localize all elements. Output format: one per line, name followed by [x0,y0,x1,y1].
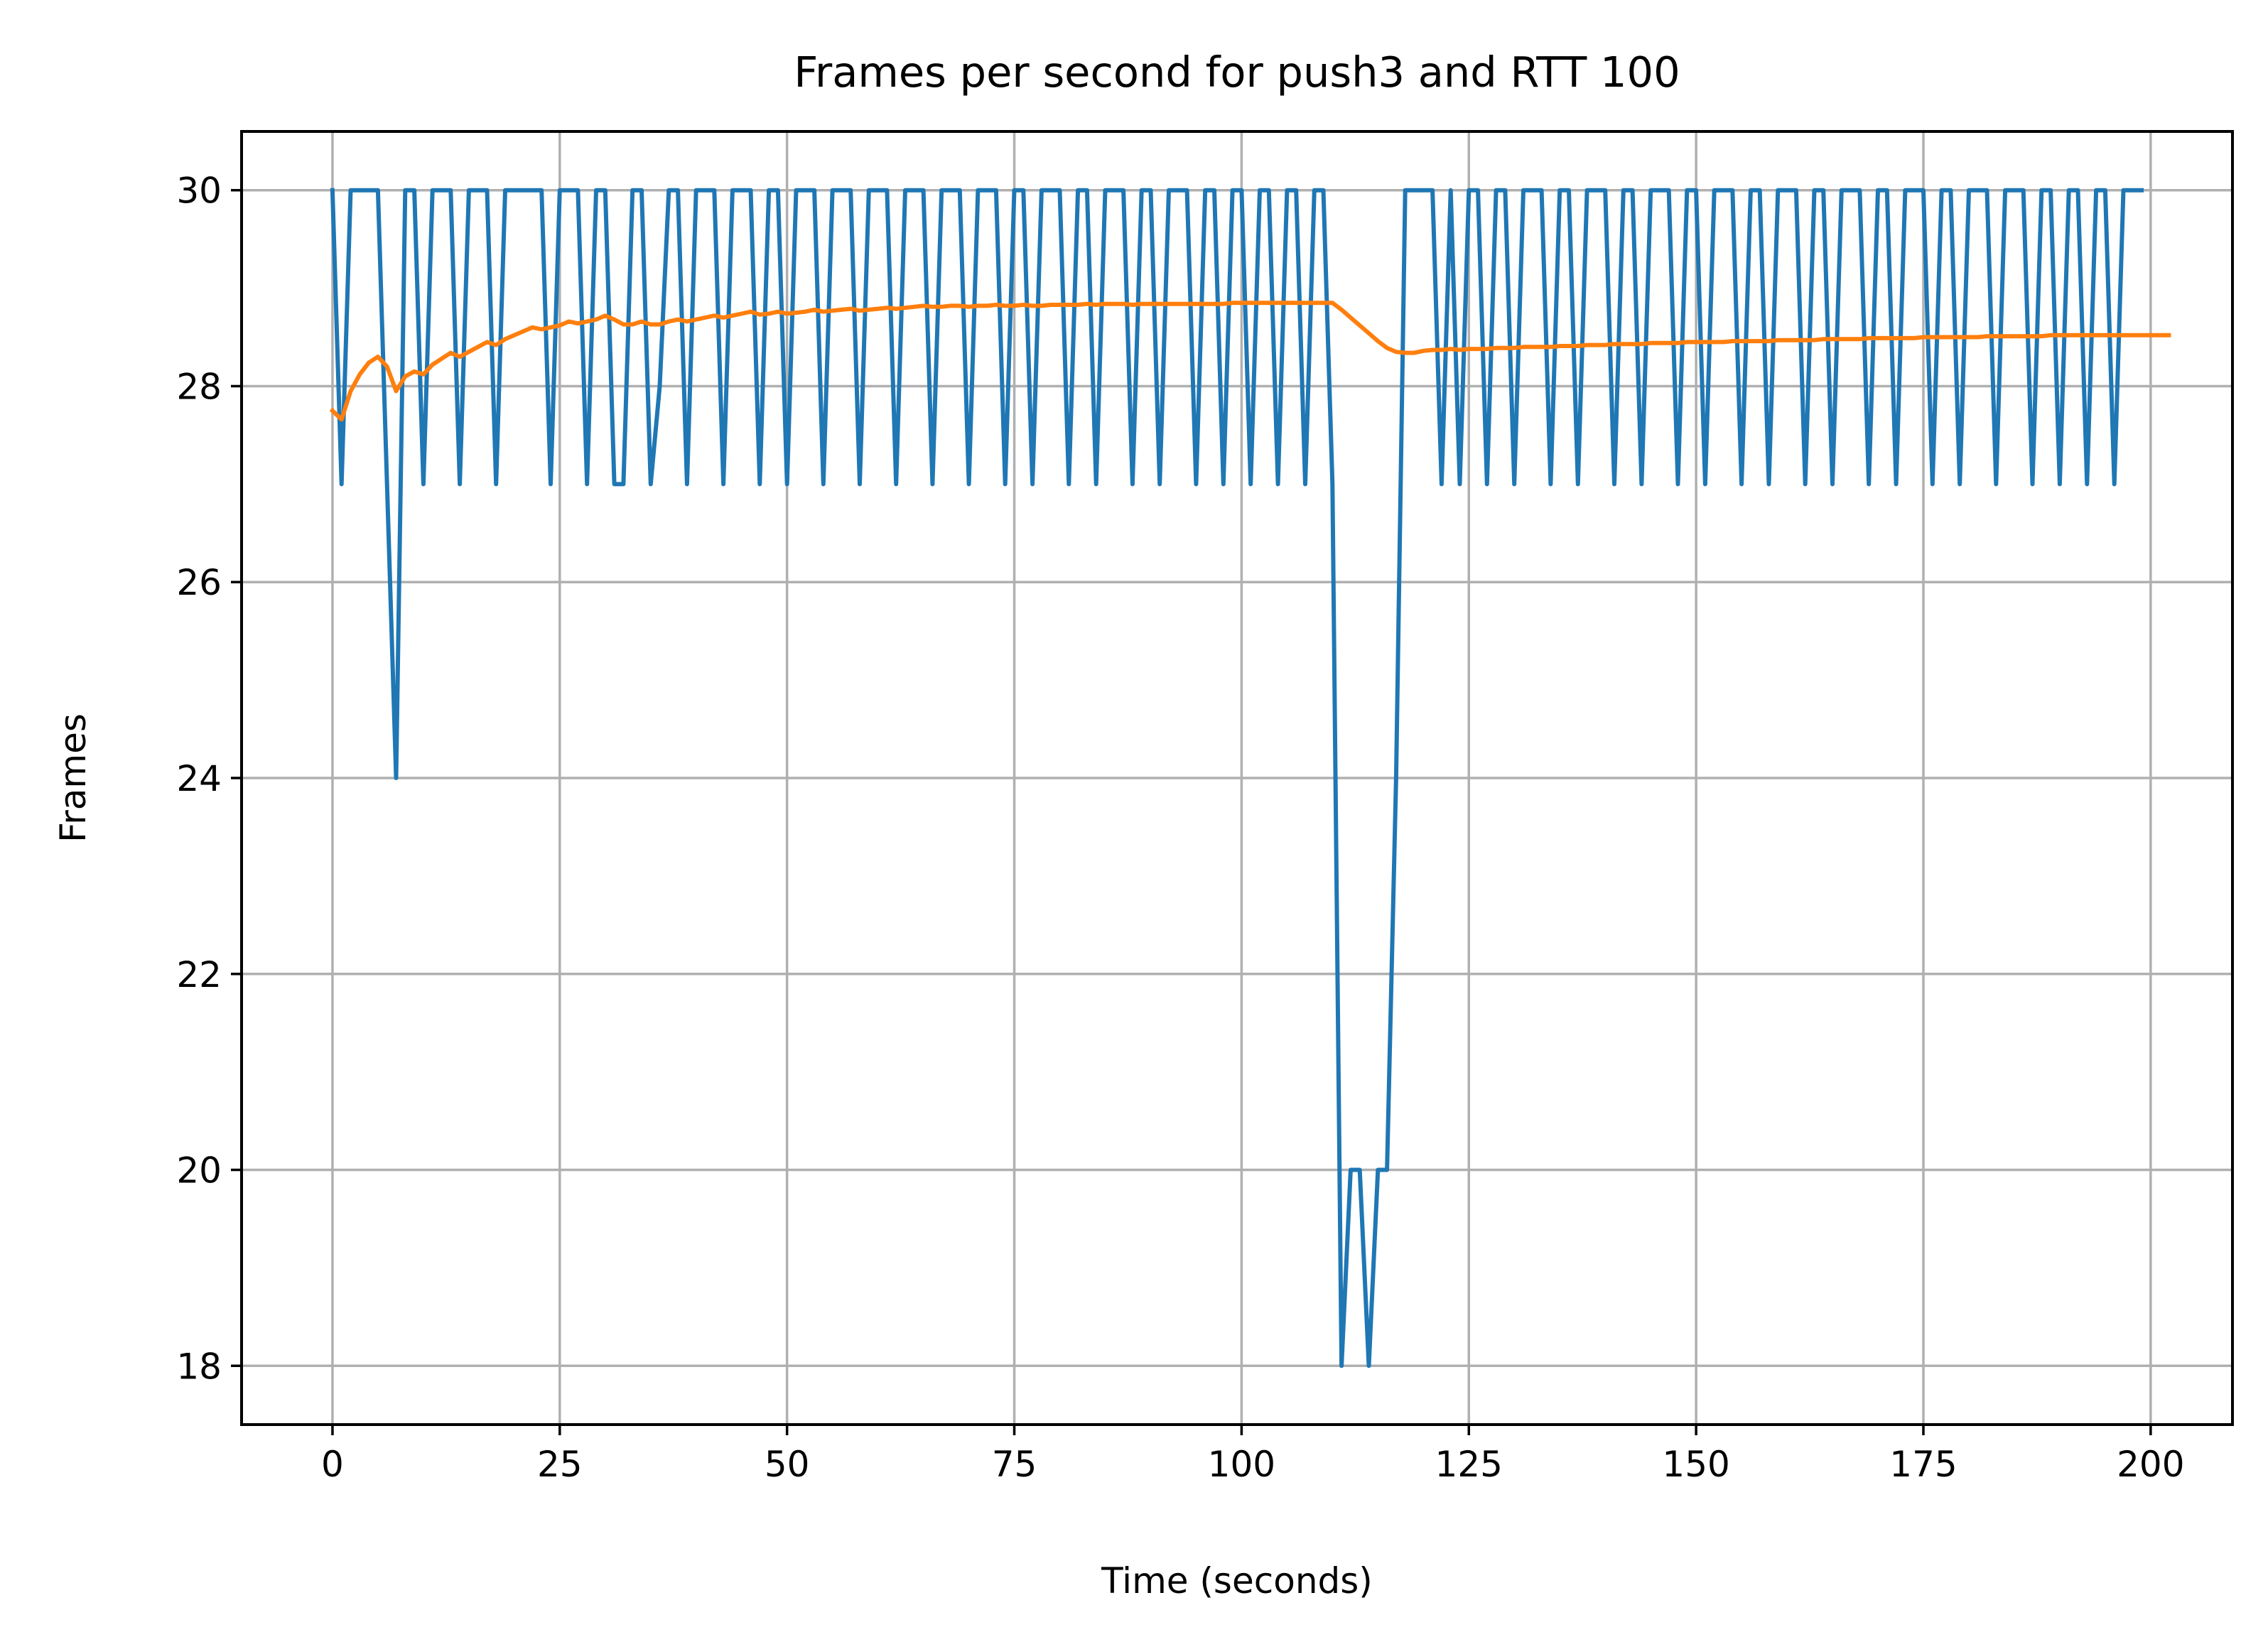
x-tick-label: 150 [1662,1444,1729,1485]
series-line-1 [330,188,2144,1368]
y-tick-label: 20 [176,1150,222,1192]
y-tick-label: 26 [176,562,222,603]
x-tick-label: 100 [1208,1444,1275,1485]
y-tick-label: 28 [176,366,222,407]
y-tick-label: 18 [176,1346,222,1387]
series-group [329,188,2171,1368]
y-tick-label: 24 [176,758,222,799]
x-axis-label: Time (seconds) [1101,1560,1373,1602]
x-tick-label: 175 [1889,1444,1957,1485]
y-axis-label: Frames [53,713,94,843]
x-tick-label: 200 [2117,1444,2184,1485]
x-tick-label: 25 [537,1444,583,1485]
x-tick-label: 50 [765,1444,810,1485]
y-tick-label: 22 [176,954,222,995]
x-tick-label: 0 [321,1444,344,1485]
x-tick-label: 125 [1435,1444,1503,1485]
chart-title: Frames per second for push3 and RTT 100 [794,48,1680,97]
y-tick-label: 30 [176,171,222,212]
series-line-2 [329,301,2171,422]
ticks: 0 25 50 75 100 125 150 175 200 18 20 22 24 26 28 30 [176,171,2184,1485]
x-tick-label: 75 [992,1444,1037,1485]
